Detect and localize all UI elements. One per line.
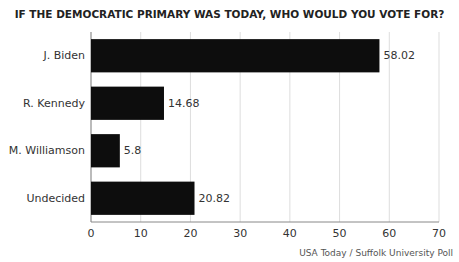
bars: [91, 39, 379, 215]
bar: [91, 39, 379, 72]
category-label: R. Kennedy: [23, 97, 85, 110]
data-label: 20.82: [199, 192, 231, 205]
tick-label: 50: [333, 227, 347, 240]
chart-container: IF THE DEMOCRATIC PRIMARY WAS TODAY, WHO…: [0, 0, 459, 262]
tick-label: 30: [233, 227, 247, 240]
tick-label: 40: [283, 227, 297, 240]
tick-label: 10: [134, 227, 148, 240]
bar: [91, 87, 164, 120]
data-label: 5.8: [124, 144, 142, 157]
category-label: J. Biden: [42, 49, 85, 62]
title: IF THE DEMOCRATIC PRIMARY WAS TODAY, WHO…: [15, 8, 445, 20]
tick-label: 0: [88, 227, 95, 240]
category-label: Undecided: [26, 192, 85, 205]
grid-line: [439, 32, 440, 222]
bar: [91, 182, 195, 215]
source-note: USA Today / Suffolk University Poll: [299, 248, 453, 258]
tick-label: 20: [183, 227, 197, 240]
data-label: 14.68: [168, 97, 200, 110]
tick-label: 60: [382, 227, 396, 240]
tick-label: 70: [432, 227, 446, 240]
x-axis: [91, 222, 439, 223]
chart: IF THE DEMOCRATIC PRIMARY WAS TODAY, WHO…: [0, 0, 459, 262]
category-label: M. Williamson: [9, 144, 85, 157]
data-label: 58.02: [383, 49, 415, 62]
bar: [91, 134, 120, 167]
